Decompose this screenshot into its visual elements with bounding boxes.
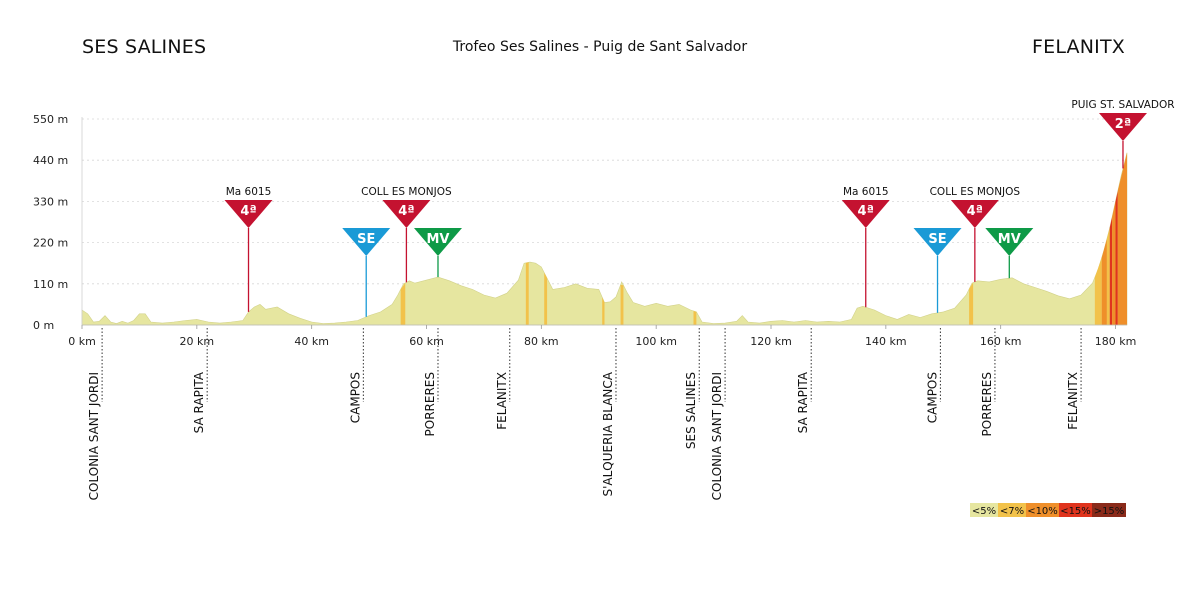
cat4-badge xyxy=(224,200,273,228)
steep-section xyxy=(544,272,548,325)
mv-badge xyxy=(413,228,462,256)
x-tick-label: 160 km xyxy=(980,335,1022,348)
mv-badge xyxy=(985,228,1034,256)
y-tick-label: 220 m xyxy=(33,237,68,250)
y-tick-label: 440 m xyxy=(33,154,68,167)
x-tick-label: 20 km xyxy=(180,335,215,348)
steep-section xyxy=(1101,238,1107,325)
town-label: SA RAPITA xyxy=(192,371,206,433)
cat4-badge-label: 4ª xyxy=(967,204,983,219)
y-tick-label: 110 m xyxy=(33,278,68,291)
steep-section xyxy=(602,297,605,325)
town-label: SA RAPITA xyxy=(796,371,810,433)
sprint-badge-label: SE xyxy=(928,232,946,247)
town-label: COLONIA SANT JORDI xyxy=(710,372,724,500)
x-tick-label: 80 km xyxy=(524,335,559,348)
x-tick-label: 100 km xyxy=(635,335,677,348)
cat4-badge xyxy=(841,200,890,228)
gradient-legend: <5% <7% <10% <15% >15% xyxy=(970,503,1126,517)
steep-section xyxy=(1112,201,1116,325)
x-tick-label: 120 km xyxy=(750,335,792,348)
steep-section xyxy=(400,282,406,325)
cat4-badge-label: 4ª xyxy=(398,204,414,219)
town-markers: COLONIA SANT JORDI SA RAPITA CAMPOS PORRERE… xyxy=(87,328,1082,500)
steep-section xyxy=(969,282,974,325)
start-town: SES SALINES xyxy=(82,36,207,58)
town-label: SES SALINES xyxy=(684,372,698,449)
cat2-badge-label: 2ª xyxy=(1115,117,1131,132)
town-label: FELANITX xyxy=(1066,372,1080,430)
legend-swatch xyxy=(1059,503,1092,517)
steep-section xyxy=(1094,257,1102,325)
steep-section xyxy=(1117,152,1127,325)
climb-sprint-markers: 4ª Ma 6015 4ª COLL ES MONJOS 4ª Ma 6015 4ª COLL… xyxy=(224,99,1175,317)
legend-label: <7% xyxy=(1000,506,1024,517)
climb-name: COLL ES MONJOS xyxy=(930,186,1021,198)
legend-swatch xyxy=(970,503,998,517)
sprint-badge-label: SE xyxy=(357,232,375,247)
mv-badge-label: MV xyxy=(998,232,1021,247)
mv-badge-label: MV xyxy=(426,232,449,247)
legend-label: <10% xyxy=(1027,506,1058,517)
x-tick-label: 180 km xyxy=(1095,335,1137,348)
climb-name: PUIG ST. SALVADOR xyxy=(1071,99,1174,111)
town-label: COLONIA SANT JORDI xyxy=(87,372,101,500)
steep-section xyxy=(620,284,624,325)
legend-swatch xyxy=(1026,503,1059,517)
climb-name: COLL ES MONJOS xyxy=(361,186,452,198)
town-label: PORRERES xyxy=(980,372,994,436)
town-label: PORRERES xyxy=(423,372,437,436)
steep-section xyxy=(693,310,697,325)
y-tick-label: 330 m xyxy=(33,195,68,208)
town-label: S'ALQUERIA BLANCA xyxy=(601,371,615,496)
town-label: CAMPOS xyxy=(925,372,939,423)
y-tick-label: 0 m xyxy=(33,319,54,332)
steep-section xyxy=(1106,227,1110,325)
legend-swatch xyxy=(1092,503,1126,517)
cat4-badge xyxy=(382,200,431,228)
x-tick-label: 0 km xyxy=(68,335,96,348)
finish-town: FELANITX xyxy=(1032,36,1125,58)
elevation-area xyxy=(81,152,1128,326)
sprint-badge xyxy=(913,228,962,256)
town-label: FELANITX xyxy=(495,372,509,430)
steep-section xyxy=(525,262,529,325)
y-tick-label: 550 m xyxy=(33,113,68,126)
race-title: Trofeo Ses Salines - Puig de Sant Salvad… xyxy=(452,39,748,55)
town-label: CAMPOS xyxy=(348,372,362,423)
legend-label: <5% xyxy=(972,506,996,517)
steep-section xyxy=(1109,217,1113,325)
cat4-badge-label: 4ª xyxy=(858,204,874,219)
axis-layer: 0 m 110 m 220 m 330 m 440 m 550 m 0 km 20 km 40 … xyxy=(33,113,1136,348)
cat4-badge xyxy=(950,200,999,228)
profile-area-layer xyxy=(81,152,1128,326)
legend-label: >15% xyxy=(1094,506,1125,517)
x-tick-label: 40 km xyxy=(294,335,329,348)
climb-name: Ma 6015 xyxy=(226,186,272,198)
steep-section xyxy=(1115,190,1118,325)
sprint-badge xyxy=(342,228,391,256)
legend-label: <15% xyxy=(1060,506,1091,517)
climb-name: Ma 6015 xyxy=(843,186,889,198)
cat2-badge xyxy=(1098,113,1147,141)
x-tick-label: 60 km xyxy=(409,335,444,348)
x-tick-label: 140 km xyxy=(865,335,907,348)
legend-swatch xyxy=(998,503,1026,517)
cat4-badge-label: 4ª xyxy=(240,204,256,219)
